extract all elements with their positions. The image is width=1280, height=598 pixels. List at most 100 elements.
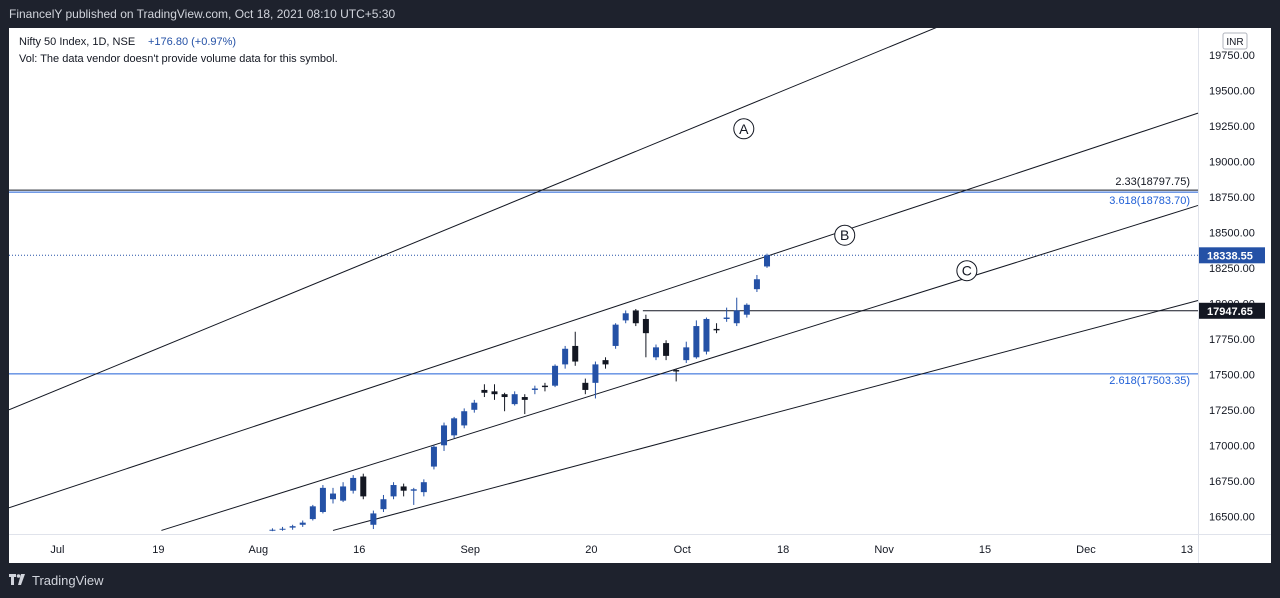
time-tick-6: Oct (674, 544, 691, 556)
candle-17 (441, 422, 448, 451)
time-tick-1: 19 (152, 544, 164, 556)
publish-info: FinancelY published on TradingView.com, … (9, 7, 396, 21)
footer-bar: TradingView (0, 563, 1280, 598)
time-tick-11: 13 (1181, 544, 1193, 556)
candle-49 (764, 253, 771, 268)
candle-37 (642, 314, 649, 358)
svg-text:C: C (962, 263, 972, 279)
time-tick-0: Jul (50, 544, 64, 556)
candle-13 (400, 483, 407, 497)
wave-label-b: B (834, 224, 856, 246)
price-tick-12: 19500.00 (1209, 85, 1255, 97)
candle-14 (410, 487, 417, 505)
price-axis[interactable]: 16500.00 16750.00 17000.00 17250.00 17500.00… (1209, 50, 1255, 523)
svg-text:B: B (840, 227, 849, 243)
time-axis[interactable]: Jul 19 Aug 16 Sep 20 Oct 18 Nov 15 Dec 13 (50, 544, 1193, 556)
svg-text:18338.55: 18338.55 (1207, 250, 1253, 262)
chart-frame: Nifty 50 Index, 1D, NSE +176.80 (+0.97%)… (8, 26, 1271, 563)
time-tick-9: 15 (979, 544, 991, 556)
candle-25 (521, 394, 528, 415)
fib-level-label-2: 2.618(17503.35) (1109, 375, 1190, 387)
candle-40 (673, 368, 680, 382)
channel-line-b (8, 112, 1199, 509)
candle-45 (723, 307, 730, 322)
price-tick-3: 17250.00 (1209, 405, 1255, 417)
price-tick-1: 16750.00 (1209, 476, 1255, 488)
fib-levels: 2.33(18797.75) 3.618(18783.70) 2.618(17503… (9, 176, 1198, 387)
publish-header: FinancelY published on TradingView.com, … (0, 0, 1280, 28)
candle-3 (299, 520, 306, 527)
candle-18 (451, 416, 458, 439)
candle-24 (511, 391, 518, 406)
candle-6 (329, 487, 336, 504)
wave-labels: A B C (733, 118, 978, 282)
candle-47 (743, 303, 750, 318)
resistance-price-tag: 17947.65 (1199, 302, 1265, 319)
channel-lines (8, 26, 1199, 531)
time-tick-8: Nov (874, 544, 894, 556)
price-tick-10: 19000.00 (1209, 156, 1255, 168)
channel-line-a (8, 26, 939, 411)
last-price-tag: 18338.55 (1199, 247, 1265, 264)
svg-text:A: A (739, 121, 749, 137)
candle-11 (380, 494, 387, 512)
candle-4 (309, 504, 316, 521)
channel-line-d (332, 300, 1199, 531)
candle-20 (471, 399, 478, 413)
tradingview-brand: TradingView (32, 573, 104, 588)
price-tick-8: 18500.00 (1209, 227, 1255, 239)
candle-27 (541, 382, 548, 392)
time-tick-10: Dec (1076, 544, 1096, 556)
time-tick-5: 20 (585, 544, 597, 556)
currency-badge[interactable] (1222, 32, 1248, 50)
svg-text:17947.65: 17947.65 (1207, 306, 1253, 318)
candle-16 (430, 445, 437, 470)
candle-21 (481, 384, 488, 398)
fib-level-label-0: 2.33(18797.75) (1115, 176, 1190, 188)
time-tick-4: Sep (460, 544, 480, 556)
candle-39 (663, 340, 670, 361)
time-tick-7: 18 (777, 544, 789, 556)
price-tick-7: 18250.00 (1209, 263, 1255, 275)
legend-symbol: Nifty 50 Index, 1D, NSE (19, 36, 135, 48)
candle-26 (531, 385, 538, 395)
candle-0 (269, 528, 276, 532)
wave-label-c: C (956, 260, 978, 282)
candle-31 (582, 378, 589, 395)
wave-label-a: A (733, 118, 755, 140)
price-tick-5: 17750.00 (1209, 334, 1255, 346)
price-tick-2: 17000.00 (1209, 440, 1255, 452)
tradingview-logo[interactable]: TradingView (9, 573, 104, 588)
candle-33 (602, 357, 609, 369)
price-tick-4: 17500.00 (1209, 369, 1255, 381)
candle-38 (652, 344, 659, 361)
candle-22 (491, 384, 498, 400)
channel-line-c (161, 204, 1199, 531)
candle-30 (572, 331, 579, 366)
fib-level-label-1: 3.618(18783.70) (1109, 195, 1190, 207)
candle-35 (622, 310, 629, 324)
time-tick-3: 16 (353, 544, 365, 556)
candle-36 (632, 309, 639, 327)
price-tick-13: 19750.00 (1209, 50, 1255, 62)
candle-32 (592, 361, 599, 399)
candle-10 (370, 510, 377, 530)
candle-5 (319, 485, 326, 514)
candle-12 (390, 482, 397, 500)
price-tick-11: 19250.00 (1209, 121, 1255, 133)
candle-8 (350, 475, 357, 494)
price-chart[interactable]: Nifty 50 Index, 1D, NSE +176.80 (+0.97%)… (8, 26, 1271, 563)
candle-41 (683, 341, 690, 363)
candle-19 (461, 408, 468, 429)
candle-44 (713, 323, 720, 334)
legend-change: +176.80 (+0.97%) (148, 36, 236, 48)
candle-29 (562, 345, 569, 369)
time-tick-2: Aug (249, 544, 269, 556)
candle-7 (340, 482, 347, 503)
currency-label: INR (1226, 37, 1243, 48)
price-tick-0: 16500.00 (1209, 511, 1255, 523)
candle-1 (279, 526, 286, 531)
candle-15 (420, 479, 427, 497)
tradingview-logo-icon (9, 573, 27, 588)
candle-43 (703, 317, 710, 355)
